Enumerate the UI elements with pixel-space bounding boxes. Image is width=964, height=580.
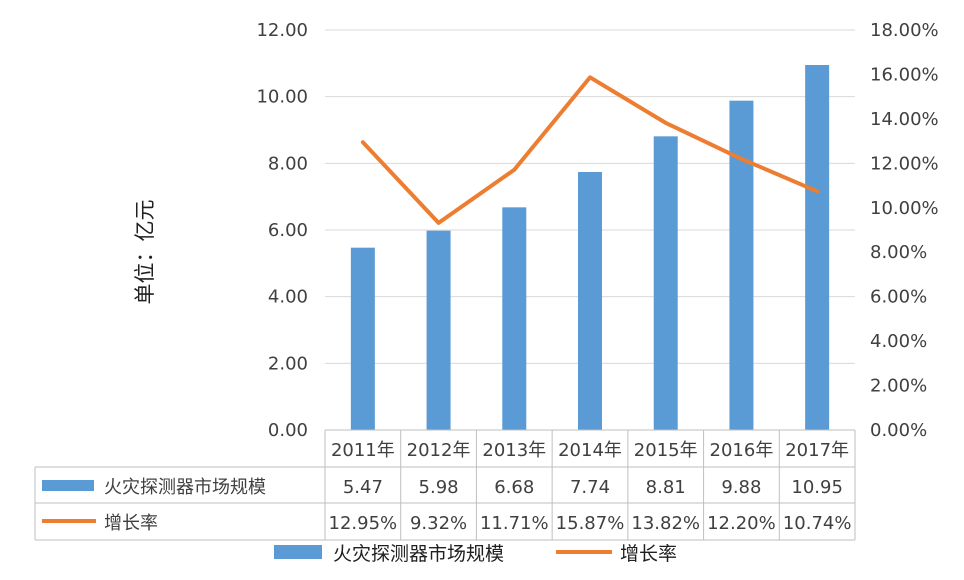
y2-tick-label: 18.00% — [870, 20, 939, 41]
y-tick-label: 6.00 — [268, 220, 308, 241]
line-series — [360, 75, 820, 225]
table-series-name: 火灾探测器市场规模 — [104, 477, 266, 498]
data-table: 2011年 2012年 2013年 2014年 2015年 2016年 2017年火灾探测器… — [34, 429, 856, 541]
bar-data-label: 8.81 — [646, 477, 686, 498]
legend-label: 火灾探测器市场规模 — [333, 543, 504, 565]
y2-tick-label: 4.00% — [870, 331, 927, 352]
y2-tick-label: 12.00% — [870, 153, 939, 174]
x-tick-label: 2013年 — [482, 440, 546, 461]
line-data-label: 9.32% — [410, 513, 467, 534]
x-tick-label: 2012年 — [407, 440, 471, 461]
y2-tick-label: 6.00% — [870, 287, 927, 308]
y2-tick-label: 0.00% — [870, 420, 927, 441]
bar — [502, 207, 527, 430]
bar — [805, 65, 830, 430]
line-data-label: 11.71% — [480, 513, 549, 534]
growth-rate-line — [360, 75, 820, 225]
line-data-label: 13.82% — [631, 513, 700, 534]
axes: 0.00 2.00 4.00 6.00 8.00 10.00 12.00 0.00% 2.00%… — [133, 20, 939, 441]
bar-data-label: 5.47 — [343, 477, 383, 498]
y-axis-label: 单位：亿元 — [133, 200, 157, 305]
line-data-label: 15.87% — [556, 513, 625, 534]
legend-label: 增长率 — [620, 543, 677, 565]
bar-data-label: 10.95 — [791, 477, 843, 498]
y2-tick-label: 14.00% — [870, 109, 939, 130]
y-tick-label: 12.00 — [256, 20, 308, 41]
x-tick-label: 2016年 — [710, 440, 774, 461]
line-data-label: 12.95% — [329, 513, 398, 534]
table-series-name: 增长率 — [104, 513, 158, 534]
bar — [578, 172, 602, 430]
y-tick-label: 8.00 — [268, 153, 308, 174]
y2-tick-label: 16.00% — [870, 64, 939, 85]
y2-tick-label: 2.00% — [870, 376, 927, 397]
legend: 火灾探测器市场规模 增长率 — [274, 543, 677, 565]
y-tick-label: 4.00 — [268, 287, 308, 308]
y2-tick-label: 10.00% — [870, 198, 939, 219]
x-tick-label: 2011年 — [331, 440, 395, 461]
y-tick-label: 0.00 — [268, 420, 308, 441]
bar-series — [350, 65, 830, 431]
bar-data-label: 5.98 — [419, 477, 459, 498]
bar — [350, 247, 375, 430]
bar-data-label: 7.74 — [570, 477, 610, 498]
bar-data-label: 6.68 — [494, 477, 534, 498]
line-data-label: 12.20% — [707, 513, 776, 534]
bar — [653, 136, 678, 431]
line-data-label: 10.74% — [783, 513, 852, 534]
x-tick-label: 2017年 — [785, 440, 849, 461]
x-tick-label: 2015年 — [634, 440, 698, 461]
y2-tick-label: 8.00% — [870, 242, 927, 263]
y-tick-label: 10.00 — [256, 87, 308, 108]
y-tick-label: 2.00 — [268, 353, 308, 374]
legend-bar-key — [274, 545, 322, 559]
x-tick-label: 2014年 — [558, 440, 622, 461]
bar-data-label: 9.88 — [721, 477, 761, 498]
table-bar-key — [42, 480, 94, 491]
bar — [729, 100, 754, 431]
bar — [426, 230, 451, 430]
